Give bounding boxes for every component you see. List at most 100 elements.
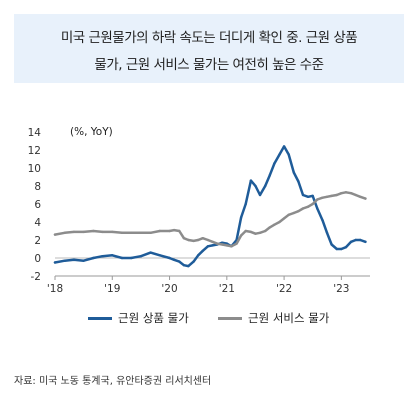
data-point-core-services — [53, 233, 57, 236]
y-tick-label: 14 — [28, 127, 42, 139]
data-point-core-services — [268, 226, 271, 229]
data-point-core-services — [244, 229, 247, 233]
legend-label-core-goods: 근원 상품 물가 — [118, 311, 189, 325]
data-point-core-goods — [316, 207, 319, 210]
series-line-core-services — [53, 191, 367, 248]
data-point-core-services — [249, 230, 253, 234]
unit-label: (%, YoY) — [70, 126, 113, 138]
x-tick-label: '22 — [276, 283, 292, 295]
data-point-core-goods — [330, 243, 333, 246]
data-point-core-services — [359, 195, 362, 198]
data-point-core-goods — [187, 264, 190, 268]
data-point-core-goods — [249, 179, 253, 182]
data-point-core-services — [168, 229, 171, 233]
data-point-core-goods — [92, 256, 95, 260]
data-point-core-services — [344, 191, 348, 194]
x-tick-label: '23 — [333, 283, 349, 295]
data-point-core-goods — [263, 184, 267, 188]
y-tick-label: 10 — [28, 163, 41, 175]
data-point-core-goods — [239, 216, 243, 219]
source-note: 자료: 미국 노동 통계국, 유안타증권 리서치센터 — [14, 376, 212, 387]
data-point-core-services — [230, 245, 233, 248]
data-point-core-services — [196, 238, 200, 242]
data-point-core-goods — [158, 254, 162, 257]
data-point-core-goods — [129, 256, 133, 260]
data-point-core-services — [182, 237, 186, 240]
legend-item-core-goods: 근원 상품 물가 — [88, 310, 189, 326]
data-point-core-goods — [63, 259, 66, 262]
data-point-core-services — [325, 195, 329, 198]
data-point-core-goods — [359, 238, 362, 242]
data-point-core-services — [306, 205, 310, 208]
data-point-core-goods — [201, 249, 204, 252]
data-point-core-goods — [111, 254, 114, 257]
data-point-core-services — [297, 210, 300, 213]
data-point-core-goods — [287, 153, 290, 156]
y-tick-label: 2 — [34, 235, 41, 247]
data-point-core-goods — [301, 193, 305, 197]
data-point-core-services — [316, 198, 319, 201]
data-point-core-services — [263, 229, 267, 233]
data-point-core-goods — [139, 255, 143, 258]
y-tick-label: 4 — [34, 217, 41, 229]
data-point-core-services — [364, 197, 367, 200]
data-point-core-goods — [258, 193, 262, 197]
data-point-core-services — [239, 234, 243, 237]
data-point-core-goods — [340, 247, 343, 251]
data-point-core-goods — [244, 202, 247, 206]
data-point-core-services — [287, 213, 290, 216]
legend-label-core-services: 근원 서비스 물가 — [248, 311, 330, 325]
y-tick-label: -2 — [31, 271, 41, 283]
y-tick-label: 6 — [34, 199, 41, 211]
data-point-core-goods — [349, 240, 353, 243]
title-line-2: 물가, 근원 서비스 물가는 여전히 높은 수준 — [94, 57, 324, 73]
data-point-core-services — [211, 240, 214, 243]
data-point-core-services — [187, 238, 190, 242]
data-point-core-goods — [211, 244, 214, 247]
data-point-core-services — [278, 220, 281, 224]
data-point-core-goods — [254, 184, 257, 188]
data-point-core-services — [206, 238, 210, 242]
line-chart: -2 0 2 4 6 8 10 12 14 '18 '19 '20 '21 '22 '23 — [28, 127, 370, 295]
data-point-core-goods — [149, 251, 152, 254]
data-point-core-services — [254, 232, 257, 235]
legend-item-core-services: 근원 서비스 물가 — [218, 310, 329, 326]
data-point-core-services — [311, 202, 314, 206]
data-point-core-services — [192, 239, 195, 243]
data-point-core-goods — [311, 194, 314, 198]
title-banner: 미국 근원물가의 하락 속도는 더디게 확인 중. 근원 상품 물가, 근원 서… — [14, 14, 404, 83]
x-tick-label: '18 — [47, 283, 63, 295]
data-point-core-goods — [364, 240, 367, 243]
series-line-core-goods — [53, 145, 367, 268]
y-tick-label: 8 — [34, 181, 41, 193]
legend-swatch-core-goods — [88, 316, 112, 320]
data-point-core-goods — [321, 219, 324, 222]
data-point-core-goods — [53, 261, 57, 264]
data-point-core-goods — [278, 153, 281, 156]
data-point-core-services — [201, 237, 204, 240]
data-point-core-services — [111, 230, 114, 234]
y-tick-label: 0 — [34, 253, 41, 265]
data-point-core-services — [158, 229, 162, 233]
data-point-core-goods — [196, 254, 200, 257]
data-point-core-goods — [344, 246, 348, 249]
data-point-core-services — [273, 223, 276, 226]
x-tick-label: '21 — [219, 283, 235, 295]
data-point-core-services — [330, 194, 333, 198]
data-point-core-goods — [306, 195, 310, 198]
data-point-core-services — [120, 231, 124, 234]
y-tick-label: 12 — [28, 145, 41, 157]
data-point-core-goods — [335, 247, 338, 251]
data-point-core-goods — [182, 264, 186, 267]
legend: 근원 상품 물가 근원 서비스 물가 — [0, 310, 418, 330]
x-tick-label: '20 — [161, 283, 177, 295]
data-point-core-goods — [297, 180, 300, 183]
data-point-core-services — [349, 192, 353, 195]
data-point-core-goods — [354, 238, 357, 242]
data-point-core-goods — [206, 245, 210, 248]
data-point-core-services — [235, 242, 238, 245]
data-point-core-goods — [282, 145, 286, 148]
legend-swatch-core-services — [218, 316, 242, 320]
data-point-core-services — [215, 242, 219, 245]
data-point-core-services — [301, 207, 305, 210]
